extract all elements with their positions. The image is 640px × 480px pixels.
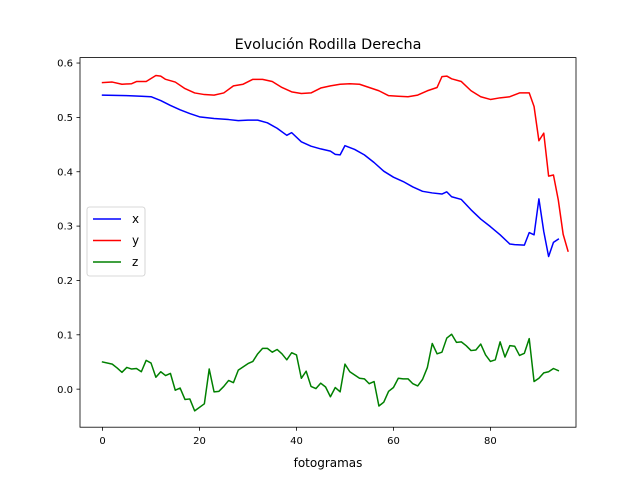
legend-label-y: y bbox=[132, 234, 139, 248]
chart-title: Evolución Rodilla Derecha bbox=[235, 37, 422, 53]
series-line-x bbox=[101, 94, 560, 258]
series-layer bbox=[101, 74, 569, 412]
series-line-z bbox=[101, 333, 560, 412]
y-tick-label: 0.5 bbox=[57, 113, 73, 124]
y-tick-label: 0.6 bbox=[57, 59, 73, 70]
x-tick-label: 20 bbox=[193, 436, 206, 447]
x-axis-label: fotogramas bbox=[294, 456, 363, 470]
y-tick-label: 0.1 bbox=[57, 330, 73, 341]
x-tick-label: 60 bbox=[387, 436, 400, 447]
x-tick-label: 80 bbox=[484, 436, 497, 447]
legend-label-x: x bbox=[132, 212, 139, 226]
y-tick-label: 0.0 bbox=[57, 385, 73, 396]
x-tick-label: 40 bbox=[290, 436, 303, 447]
series-line-y bbox=[101, 74, 569, 253]
y-tick-label: 0.2 bbox=[57, 276, 73, 287]
legend: xyz bbox=[86, 206, 146, 277]
axes-layer: 0 20 40 60 80 0.0 0.1 0.2 0.3 0.4 0.5 0.6 bbox=[57, 59, 497, 448]
legend-box bbox=[86, 206, 146, 277]
y-tick-label: 0.3 bbox=[57, 222, 73, 233]
y-tick-label: 0.4 bbox=[57, 167, 73, 178]
x-tick-label: 0 bbox=[99, 436, 105, 447]
legend-label-z: z bbox=[132, 255, 138, 269]
plot-area-frame bbox=[79, 57, 577, 428]
